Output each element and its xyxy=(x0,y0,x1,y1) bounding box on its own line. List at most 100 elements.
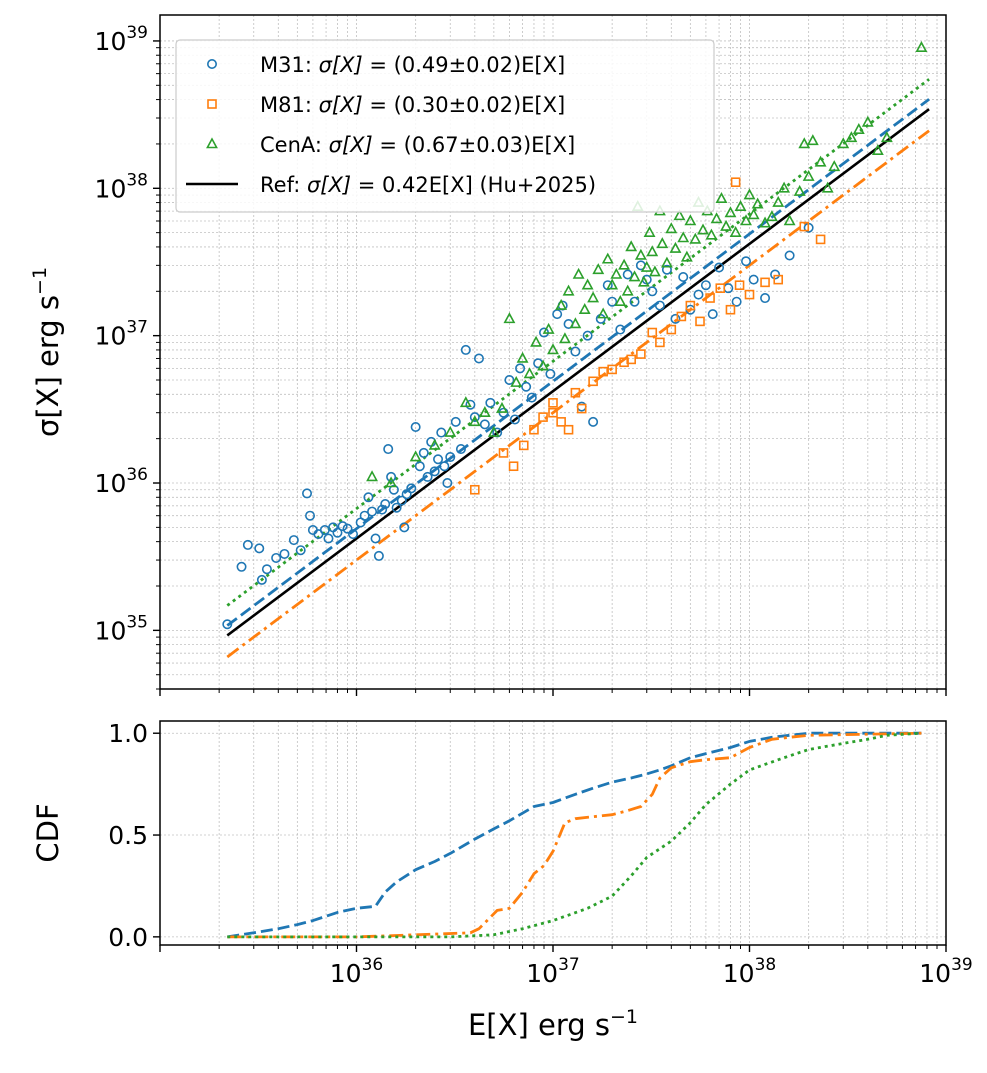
data-point-m31 xyxy=(654,300,665,311)
data-point-cena xyxy=(516,351,529,363)
data-point-cena xyxy=(640,260,653,272)
scatter-points xyxy=(222,41,928,630)
data-point-cena xyxy=(606,278,619,290)
data-point-cena xyxy=(562,284,575,296)
data-point-m31 xyxy=(707,309,718,320)
data-point-m31 xyxy=(509,414,520,425)
data-point-m81 xyxy=(760,277,770,288)
data-point-cena xyxy=(765,210,778,222)
data-point-cena xyxy=(677,231,690,243)
data-point-m31 xyxy=(391,502,402,513)
data-point-cena xyxy=(778,181,791,193)
data-point-m81 xyxy=(588,376,598,387)
data-point-m81 xyxy=(666,324,677,335)
legend-label-cena: CenA: σ[X] = (0.67±0.03)E[X] xyxy=(260,133,575,157)
legend-label-ref: Ref: σ[X] = 0.42E[X] (Hu+2025) xyxy=(260,173,596,197)
legend-label-cena-formula: = (0.67±0.03)E[X] xyxy=(373,133,575,157)
fit-line-cena xyxy=(226,78,930,607)
data-point-cena xyxy=(648,265,661,277)
legend-label-m31: M31: σ[X] = (0.49±0.02)E[X] xyxy=(260,53,565,77)
data-point-m31 xyxy=(386,471,397,482)
top-y-axis-label-exp: −1 xyxy=(29,267,51,295)
bottom-y-tick-label: 1.0 xyxy=(108,719,148,748)
data-point-m81 xyxy=(556,417,566,427)
data-point-m31 xyxy=(302,488,313,499)
data-point-m31 xyxy=(380,499,391,510)
data-point-cena xyxy=(689,232,702,244)
top-y-tick-label: 1039 xyxy=(95,23,148,56)
data-point-m31 xyxy=(595,313,606,324)
top-y-tick-label: 1038 xyxy=(95,170,148,203)
cdf-line-m31 xyxy=(227,731,922,939)
data-point-m81 xyxy=(563,424,574,435)
data-point-m81 xyxy=(636,349,646,359)
legend-label-m31-prefix: M31: xyxy=(260,53,319,77)
data-point-cena xyxy=(656,237,669,249)
data-point-m31 xyxy=(271,552,282,563)
data-point-m31 xyxy=(607,296,618,307)
legend-entry-ref: Ref: σ[X] = 0.42E[X] (Hu+2025) xyxy=(186,173,596,197)
data-point-m31 xyxy=(342,523,353,534)
data-point-cena xyxy=(487,425,500,437)
data-point-m31 xyxy=(615,324,626,335)
data-point-m31 xyxy=(442,478,453,489)
data-point-m31 xyxy=(693,289,704,300)
data-point-cena xyxy=(684,214,697,226)
data-point-m31 xyxy=(479,419,490,430)
legend-label-m31-sigma: σ[X] xyxy=(319,53,363,77)
bottom-panel-grid xyxy=(159,721,947,945)
x-axis-label-exp: −1 xyxy=(610,1006,638,1028)
data-point-cena xyxy=(793,184,806,196)
data-point-cena xyxy=(637,275,650,287)
data-point-cena xyxy=(643,225,656,237)
data-point-m31 xyxy=(784,250,795,261)
legend-label-cena-sigma: σ[X] xyxy=(329,133,373,157)
data-point-m31 xyxy=(323,533,334,544)
data-point-m81 xyxy=(744,289,755,300)
cdf-line-m81 xyxy=(227,731,922,939)
data-point-cena xyxy=(558,332,571,344)
data-point-m31 xyxy=(455,444,466,455)
legend-entry-cena: CenA: σ[X] = (0.67±0.03)E[X] xyxy=(206,133,575,157)
data-point-m81 xyxy=(815,234,826,245)
legend-marker-m81 xyxy=(207,99,217,109)
data-point-m31 xyxy=(526,392,537,403)
legend-marker-cena xyxy=(206,137,218,149)
data-point-m31 xyxy=(222,619,233,630)
data-point-m81 xyxy=(715,283,726,293)
data-point-cena xyxy=(665,222,678,234)
data-point-m31 xyxy=(261,564,272,575)
cdf-lines xyxy=(227,731,922,939)
data-point-m81 xyxy=(518,440,529,451)
data-point-m31 xyxy=(552,309,563,320)
legend-marker-shape-cena xyxy=(206,137,218,149)
data-point-cena xyxy=(478,406,491,418)
data-point-cena xyxy=(783,214,796,226)
data-point-m81 xyxy=(529,424,539,435)
legend-label-m31-formula: = (0.49±0.02)E[X] xyxy=(363,53,565,77)
data-point-m31 xyxy=(406,483,417,494)
data-point-m81 xyxy=(548,407,558,418)
data-point-m31 xyxy=(714,262,725,273)
legend-entry-m81: M81: σ[X] = (0.30±0.02)E[X] xyxy=(207,93,565,117)
data-point-cena xyxy=(628,270,641,282)
data-point-cena xyxy=(821,181,834,193)
data-point-m31 xyxy=(295,545,306,556)
x-tick-label: 1037 xyxy=(526,955,579,988)
data-point-m31 xyxy=(377,504,388,515)
data-point-m31 xyxy=(460,344,471,355)
data-point-cena xyxy=(510,375,523,387)
x-tick-label: 1039 xyxy=(919,955,972,988)
data-point-m81 xyxy=(695,316,705,327)
data-point-cena xyxy=(542,322,555,334)
x-tick-label: 1036 xyxy=(330,955,383,988)
data-point-m81 xyxy=(470,484,480,495)
data-point-cena xyxy=(592,263,605,275)
data-point-cena xyxy=(569,317,582,329)
legend-entry-m31: M31: σ[X] = (0.49±0.02)E[X] xyxy=(207,53,565,77)
data-point-m31 xyxy=(473,353,484,364)
data-point-m31 xyxy=(373,550,384,561)
data-point-m81 xyxy=(498,448,509,458)
